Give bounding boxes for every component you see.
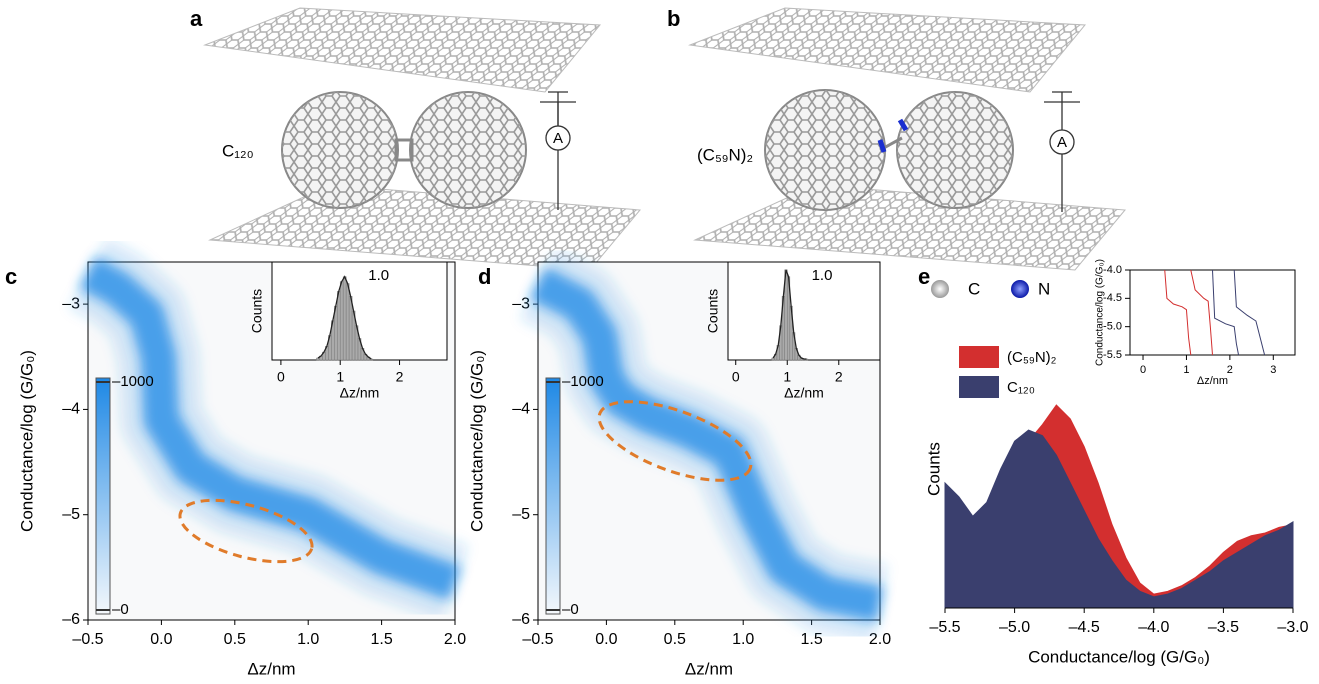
y-tick-label: –6 bbox=[62, 611, 80, 628]
inset-y-label: Counts bbox=[705, 289, 721, 333]
y-tick-label: –5 bbox=[62, 506, 80, 523]
fullerene-cage bbox=[765, 90, 885, 210]
inset-background bbox=[1130, 270, 1295, 355]
legend-swatch bbox=[959, 376, 999, 398]
colorbar-label: –1000 bbox=[562, 373, 604, 390]
inset-background bbox=[728, 262, 880, 360]
x-tick-label: 2 bbox=[835, 369, 843, 385]
graphene-top bbox=[690, 8, 1085, 92]
panel-label: a bbox=[190, 6, 203, 31]
legend-label: C₁₂₀ bbox=[1007, 379, 1035, 396]
x-tick-label: 3 bbox=[1270, 364, 1276, 376]
x-tick-label: 0.5 bbox=[224, 631, 246, 648]
legend-swatch bbox=[959, 346, 999, 368]
meter-label: A bbox=[1057, 134, 1067, 151]
colorbar-label: –1000 bbox=[112, 373, 154, 390]
inset-x-label: Δz/nm bbox=[1197, 375, 1228, 387]
histogram-bar bbox=[340, 282, 343, 360]
x-tick-label: 1 bbox=[783, 369, 791, 385]
x-axis-label: Δz/nm bbox=[247, 659, 295, 678]
meter-label: A bbox=[553, 130, 563, 147]
colorbar bbox=[546, 378, 560, 614]
x-tick-label: 0.0 bbox=[150, 631, 172, 648]
x-tick-label: 1 bbox=[1183, 364, 1189, 376]
histogram-bar bbox=[370, 359, 373, 360]
y-axis-label: Counts bbox=[924, 442, 943, 496]
y-tick-label: –4 bbox=[62, 401, 80, 418]
y-tick-label: –4 bbox=[512, 401, 530, 418]
legend-atom bbox=[1011, 280, 1029, 298]
y-tick-label: –6 bbox=[512, 611, 530, 628]
x-tick-label: 0.5 bbox=[664, 631, 686, 648]
x-tick-label: –4.5 bbox=[1069, 619, 1100, 636]
legend-label: N bbox=[1038, 279, 1050, 298]
diagram-a: a C₁₂₀ A bbox=[190, 6, 640, 270]
legend-label: (C₅₉N)₂ bbox=[1007, 349, 1057, 366]
legend-label: C bbox=[968, 279, 980, 298]
x-tick-label: –3.5 bbox=[1208, 619, 1239, 636]
x-tick-label: 1.0 bbox=[297, 631, 319, 648]
x-tick-label: –4.0 bbox=[1138, 619, 1169, 636]
figure: a C₁₂₀ A b (C₅₉N)₂ A bbox=[0, 0, 1319, 684]
molecule-label: (C₅₉N)₂ bbox=[697, 145, 753, 164]
x-tick-label: 2 bbox=[396, 369, 404, 385]
graphene-top bbox=[205, 8, 600, 92]
y-axis-label: Conductance/log (G/G₀) bbox=[17, 350, 36, 532]
annotation: 1.0 bbox=[812, 267, 833, 284]
area bbox=[945, 430, 1293, 608]
circuit bbox=[540, 92, 576, 210]
x-tick-label: –5.5 bbox=[929, 619, 960, 636]
histogram-bar bbox=[349, 296, 352, 360]
histogram-bar bbox=[346, 284, 349, 360]
x-axis-label: Conductance/log (G/G₀) bbox=[1028, 647, 1210, 666]
y-tick-label: –5 bbox=[512, 506, 530, 523]
inset-x-label: Δz/nm bbox=[340, 385, 380, 401]
colorbar-label: –0 bbox=[562, 601, 579, 618]
x-tick-label: 1 bbox=[336, 369, 344, 385]
inset-x-label: Δz/nm bbox=[784, 385, 824, 401]
fullerene-cage bbox=[410, 92, 526, 208]
x-axis-label: Δz/nm bbox=[685, 659, 733, 678]
x-tick-label: 0 bbox=[277, 369, 285, 385]
y-axis-label: Conductance/log (G/G₀) bbox=[467, 350, 486, 532]
fullerene-cage bbox=[282, 92, 398, 208]
x-tick-label: 2.0 bbox=[444, 631, 466, 648]
histogram-bar bbox=[772, 358, 775, 360]
x-tick-label: 0 bbox=[1140, 364, 1146, 376]
diagram-b: b (C₅₉N)₂ A C N bbox=[667, 6, 1125, 299]
x-tick-label: 1.5 bbox=[370, 631, 392, 648]
x-tick-label: 1.5 bbox=[800, 631, 822, 648]
x-tick-label: 0 bbox=[732, 369, 740, 385]
molecule-label: C₁₂₀ bbox=[222, 141, 254, 160]
x-tick-label: –0.5 bbox=[522, 631, 553, 648]
x-tick-label: –0.5 bbox=[72, 631, 103, 648]
x-tick-label: –3.0 bbox=[1277, 619, 1308, 636]
histogram-bar bbox=[316, 358, 319, 360]
histogram-bar bbox=[343, 277, 346, 360]
circuit bbox=[1044, 92, 1080, 212]
panel-label: c bbox=[5, 264, 17, 289]
y-tick-label: -5.0 bbox=[1103, 321, 1122, 333]
inset-y-label: Conductance/log (G/G₀) bbox=[1095, 259, 1106, 366]
graphene-bottom bbox=[210, 185, 640, 270]
inset-y-label: Counts bbox=[249, 289, 265, 333]
x-tick-label: 1.0 bbox=[732, 631, 754, 648]
colorbar bbox=[96, 378, 110, 614]
histogram-bar bbox=[337, 291, 340, 360]
legend-atom bbox=[931, 280, 949, 298]
annotation: 1.0 bbox=[368, 267, 389, 284]
fullerene-cage bbox=[897, 92, 1013, 208]
graphene-bottom bbox=[695, 185, 1125, 270]
y-tick-label: -4.5 bbox=[1103, 292, 1122, 304]
x-tick-label: –5.0 bbox=[999, 619, 1030, 636]
colorbar-label: –0 bbox=[112, 601, 129, 618]
panel-label: e bbox=[918, 264, 930, 289]
panel-label: d bbox=[478, 264, 491, 289]
y-tick-label: -4.0 bbox=[1103, 264, 1122, 276]
panel-label: b bbox=[667, 6, 680, 31]
y-tick-label: -5.5 bbox=[1103, 349, 1122, 361]
x-tick-label: 0.0 bbox=[595, 631, 617, 648]
